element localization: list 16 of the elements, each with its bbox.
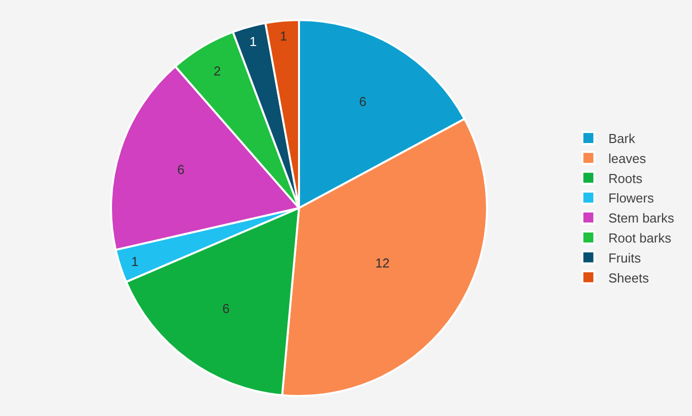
legend-label: leaves xyxy=(608,150,646,166)
legend-label: Fruits xyxy=(608,250,642,266)
legend-label: Sheets xyxy=(608,270,650,286)
data-label: 6 xyxy=(222,301,230,316)
legend-label: Roots xyxy=(608,170,643,186)
legend-label: Bark xyxy=(608,131,636,146)
data-label: 12 xyxy=(375,256,390,271)
data-label: 1 xyxy=(249,34,257,50)
data-label: 2 xyxy=(214,64,221,79)
data-label: 6 xyxy=(359,94,366,109)
legend-label: Stem barks xyxy=(608,210,675,226)
data-label: 1 xyxy=(280,28,288,44)
data-label: 1 xyxy=(131,254,139,269)
legend-label: Flowers xyxy=(608,190,654,206)
data-label: 6 xyxy=(177,162,184,178)
legend-label: Root barks xyxy=(608,230,672,246)
